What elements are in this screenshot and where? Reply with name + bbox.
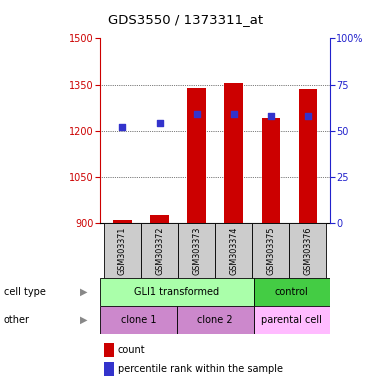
Bar bbox=[262, 118, 280, 223]
Text: control: control bbox=[275, 287, 309, 297]
Point bbox=[119, 124, 125, 130]
Point bbox=[157, 120, 162, 126]
Bar bbox=[289, 223, 326, 278]
Text: GSM303375: GSM303375 bbox=[266, 226, 275, 275]
Text: count: count bbox=[118, 345, 145, 355]
Bar bbox=[177, 306, 253, 334]
Text: ▶: ▶ bbox=[80, 315, 87, 325]
Bar bbox=[178, 223, 215, 278]
Point bbox=[231, 111, 237, 117]
Text: GSM303372: GSM303372 bbox=[155, 226, 164, 275]
Text: cell type: cell type bbox=[4, 287, 46, 297]
Text: clone 1: clone 1 bbox=[121, 315, 156, 325]
Text: GSM303373: GSM303373 bbox=[192, 227, 201, 275]
Bar bbox=[299, 89, 317, 223]
Text: GLI1 transformed: GLI1 transformed bbox=[134, 287, 219, 297]
Text: ▶: ▶ bbox=[80, 287, 87, 297]
Bar bbox=[113, 220, 132, 223]
Text: parental cell: parental cell bbox=[262, 315, 322, 325]
Bar bbox=[100, 306, 177, 334]
Text: percentile rank within the sample: percentile rank within the sample bbox=[118, 364, 283, 374]
Bar bbox=[100, 278, 253, 306]
Point bbox=[194, 111, 200, 117]
Bar bbox=[141, 223, 178, 278]
Text: GSM303376: GSM303376 bbox=[303, 227, 312, 275]
Text: other: other bbox=[4, 315, 30, 325]
Text: GDS3550 / 1373311_at: GDS3550 / 1373311_at bbox=[108, 13, 263, 26]
Bar bbox=[253, 306, 330, 334]
Bar bbox=[253, 278, 330, 306]
Bar bbox=[224, 83, 243, 223]
Point bbox=[268, 113, 274, 119]
Bar bbox=[215, 223, 252, 278]
Bar bbox=[104, 223, 141, 278]
Point bbox=[305, 113, 311, 119]
Bar bbox=[187, 88, 206, 223]
Bar bbox=[150, 215, 169, 223]
Text: GSM303374: GSM303374 bbox=[229, 227, 238, 275]
Bar bbox=[252, 223, 289, 278]
Text: GSM303371: GSM303371 bbox=[118, 227, 127, 275]
Text: clone 2: clone 2 bbox=[197, 315, 233, 325]
